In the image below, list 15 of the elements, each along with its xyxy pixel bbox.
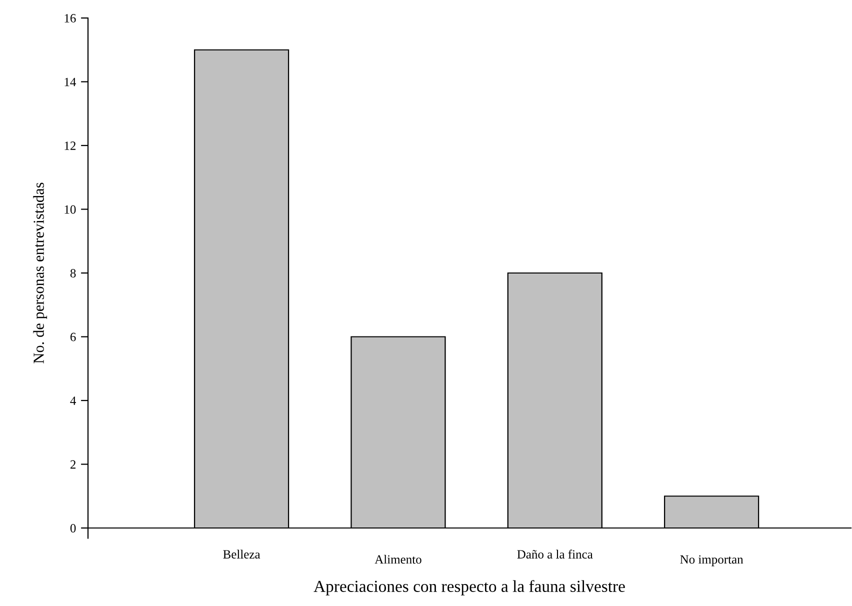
y-tick-label: 12 xyxy=(64,142,76,150)
y-tick-label: 8 xyxy=(70,269,76,278)
y-tick-label: 6 xyxy=(70,332,76,342)
x-tick-label: Daño a la finca xyxy=(517,550,593,559)
y-tick-label: 2 xyxy=(70,460,76,469)
y-tick-label: 10 xyxy=(64,205,76,214)
y-tick-label: 4 xyxy=(70,396,76,405)
x-tick-label: Belleza xyxy=(223,550,260,559)
x-axis-title: Apreciaciones con respecto a la fauna silvestre xyxy=(314,580,625,596)
x-tick-label: No importan xyxy=(680,555,744,566)
y-tick-label: 14 xyxy=(64,78,76,86)
y-tick-label: 16 xyxy=(64,14,76,22)
y-tick-label: 0 xyxy=(70,524,76,532)
y-axis-title: No. de personas entrevistadas xyxy=(33,182,48,364)
x-tick-label: Alimento xyxy=(374,554,422,564)
